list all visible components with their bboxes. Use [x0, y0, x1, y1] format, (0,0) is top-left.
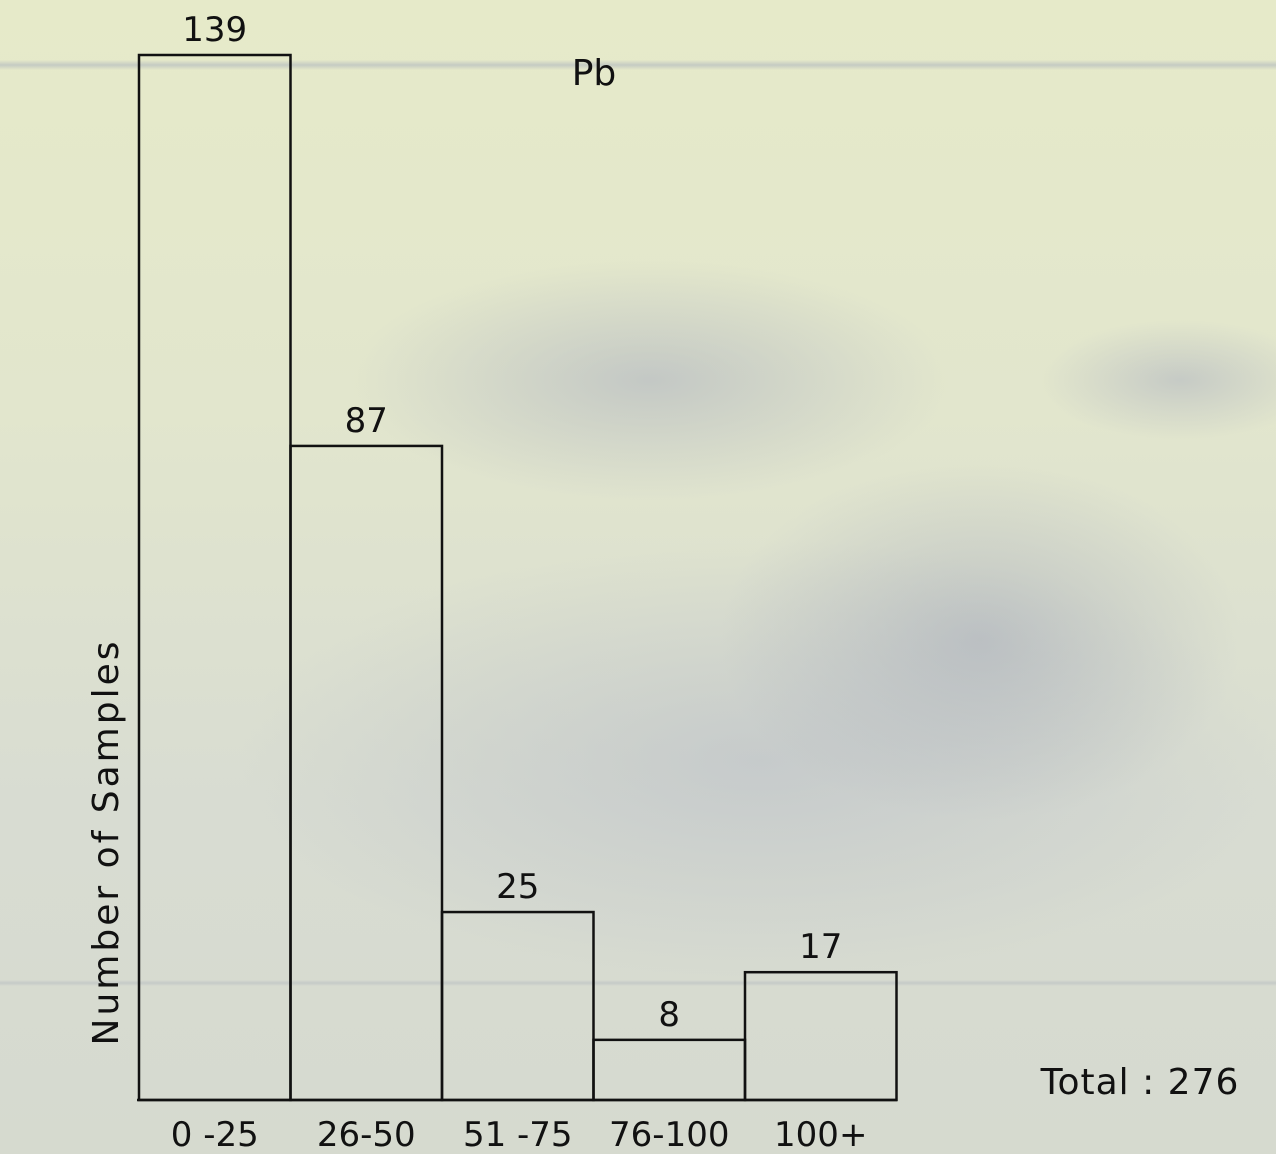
bar-1: [137, 53, 292, 1102]
bar-2: [289, 444, 444, 1102]
paper-fold-bottom: [0, 980, 1276, 986]
category-label: 100+: [774, 1115, 867, 1154]
bar-3: [440, 910, 595, 1102]
category-label: 0 -25: [171, 1115, 259, 1154]
bar-value-label: 139: [182, 10, 247, 50]
category-label: 26-50: [317, 1115, 416, 1154]
bar-value-label: 17: [799, 927, 842, 967]
value-labels-group: 139 87 25 8 17: [182, 10, 842, 1035]
category-label: 51 -75: [463, 1115, 573, 1154]
total-label: Total : 276: [1040, 1062, 1240, 1103]
bar-value-label: 87: [345, 401, 388, 441]
y-axis-label: Number of Samples: [86, 639, 127, 1046]
bars-group: [137, 53, 898, 1102]
chart-title: Pb: [572, 53, 617, 94]
bar-value-label: 25: [496, 867, 539, 907]
bar-4: [592, 1038, 747, 1102]
bar-5: [743, 970, 898, 1102]
paper-fold-top: [0, 60, 1276, 70]
category-label: 76-100: [609, 1115, 729, 1154]
category-labels-group: 0 -25 26-50 51 -75 76-100 100+: [171, 1115, 868, 1154]
bar-value-label: 8: [658, 995, 680, 1035]
